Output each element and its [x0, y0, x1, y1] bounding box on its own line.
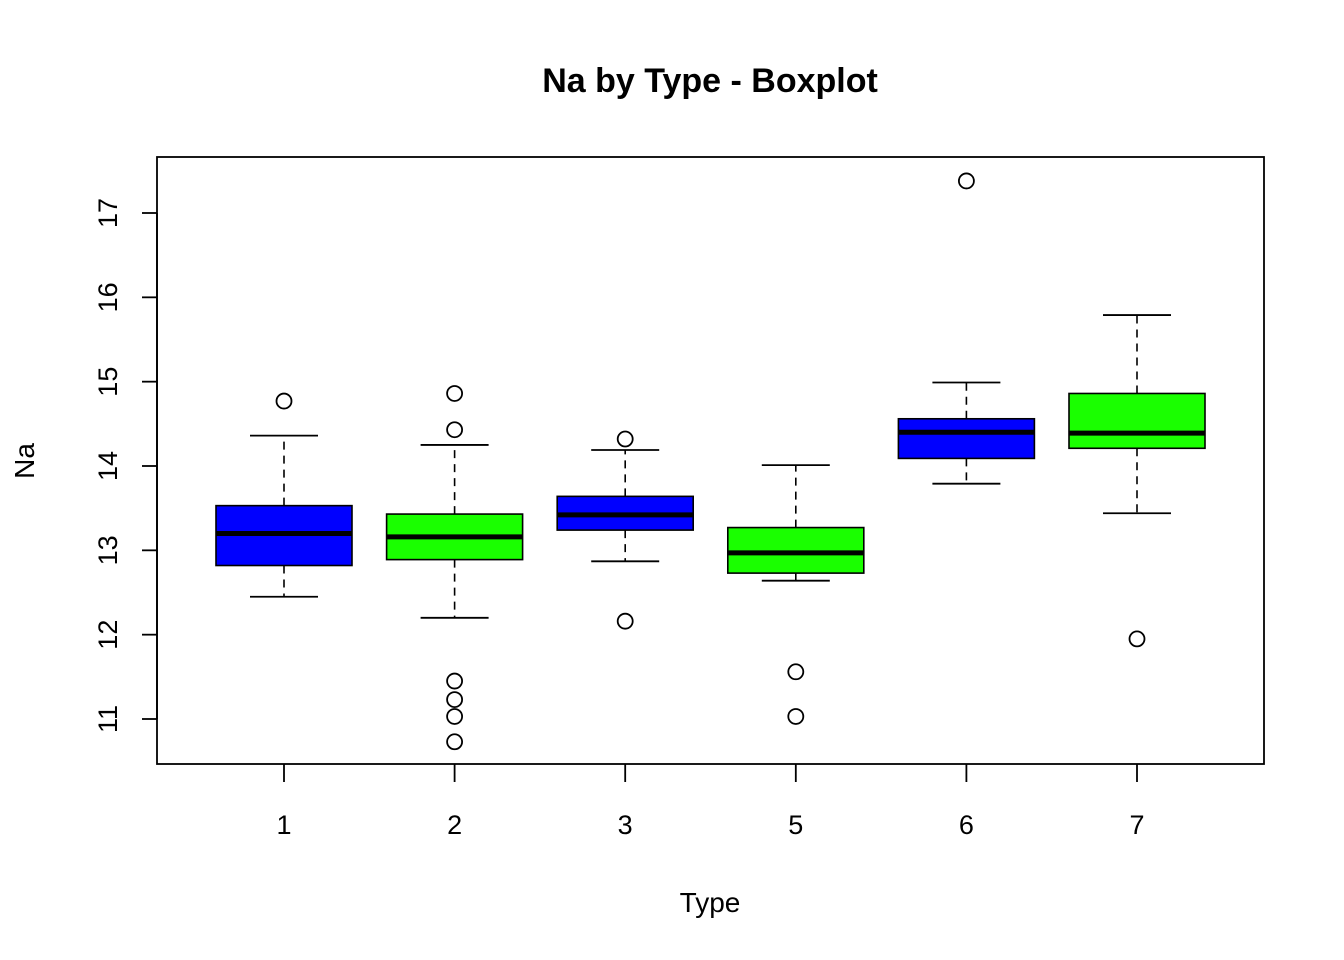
- outlier-point: [446, 708, 464, 725]
- outlier-point: [1128, 630, 1146, 648]
- box-group-5: [726, 464, 865, 725]
- x-tick-label: 3: [618, 810, 633, 840]
- boxes-group: [215, 172, 1206, 751]
- outlier-point: [275, 392, 293, 410]
- chart-title: Na by Type - Boxplot: [542, 62, 878, 100]
- box-group-3: [556, 430, 695, 630]
- x-tick-label: 6: [959, 810, 974, 840]
- y-tick-label: 14: [93, 451, 123, 481]
- y-tick-label: 16: [93, 282, 123, 312]
- x-tick-label: 1: [276, 810, 291, 840]
- outlier-point: [446, 733, 464, 751]
- y-tick-label: 12: [93, 620, 123, 650]
- x-axis: 1 2 3 5 6 7: [276, 764, 1145, 840]
- outlier-point: [616, 612, 634, 630]
- outlier-point: [787, 663, 805, 681]
- outlier-point: [446, 691, 464, 709]
- x-axis-label: Type: [680, 887, 741, 918]
- box-iqr: [726, 526, 865, 574]
- outlier-point: [446, 385, 464, 402]
- y-axis-label: Na: [9, 443, 40, 479]
- plot-frame: [156, 156, 1265, 765]
- y-axis: 11 12 13 14 15 16 17: [93, 198, 158, 733]
- y-tick-label: 17: [93, 198, 123, 228]
- outlier-point: [446, 672, 464, 690]
- x-tick-label: 5: [788, 810, 803, 840]
- box-group-7: [1068, 314, 1206, 648]
- outlier-point: [446, 421, 464, 439]
- box-group-2: [385, 385, 524, 751]
- box-group-1: [215, 392, 353, 598]
- y-tick-label: 13: [93, 535, 123, 565]
- box-group-6: [897, 172, 1036, 485]
- x-tick-label: 2: [447, 810, 462, 840]
- outlier-point: [787, 708, 805, 725]
- outlier-point: [616, 430, 634, 448]
- y-tick-label: 15: [93, 367, 123, 397]
- x-tick-label: 7: [1129, 810, 1144, 840]
- y-tick-label: 11: [93, 705, 123, 733]
- box-iqr: [1068, 392, 1206, 450]
- outlier-point: [958, 172, 975, 190]
- box-iqr: [897, 417, 1036, 460]
